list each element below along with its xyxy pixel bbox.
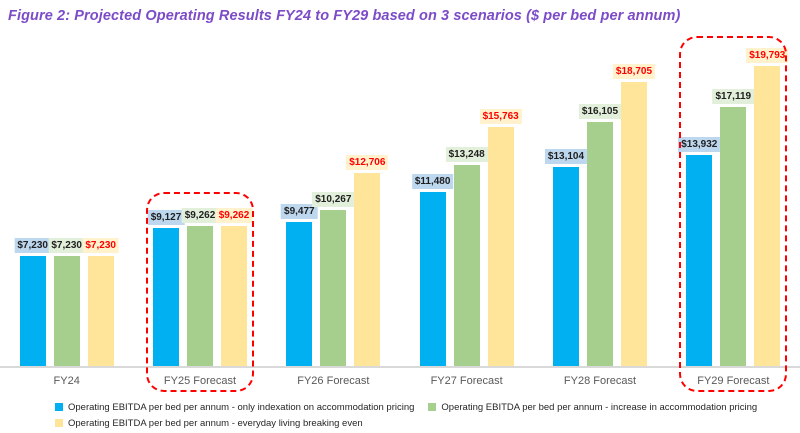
bar-only-indexation-fy28-forecast [552, 167, 579, 366]
bar-group-fy24: $7,230 $7,230 $7,230 [0, 36, 133, 366]
bar-value-label: $9,127 [147, 210, 185, 225]
legend-item-everyday-living-breaking-even: Operating EBITDA per bed per annum - eve… [55, 418, 363, 429]
bar-increase-accommodation-pricing-fy28-forecast [586, 122, 613, 366]
bar-everyday-living-breaking-even-fy29-forecast [754, 66, 781, 366]
x-axis-label-fy25-forecast: FY25 Forecast [163, 375, 237, 387]
legend-marker-icon [428, 403, 437, 411]
bar-wrap-increase-accommodation-pricing-fy29-forecast: $17,119 [712, 89, 755, 366]
bar-value-label: $7,230 [82, 238, 119, 253]
plot-area: $7,230 $7,230 $7,230 $9,127 $9,262 $9,262 $9,4… [0, 36, 800, 366]
bar-value-label: $16,105 [578, 104, 622, 119]
legend: Operating EBITDA per bed per annum - onl… [55, 399, 794, 431]
x-axis-label-fy29-forecast: FY29 Forecast [697, 375, 770, 387]
bar-wrap-only-indexation-fy25-forecast: $9,127 [147, 210, 185, 366]
bar-only-indexation-fy29-forecast [686, 155, 713, 366]
bar-everyday-living-breaking-even-fy25-forecast [220, 226, 247, 366]
legend-row: Operating EBITDA per bed per annum - onl… [55, 399, 794, 415]
bar-wrap-increase-accommodation-pricing-fy28-forecast: $16,105 [578, 104, 622, 366]
bar-increase-accommodation-pricing-fy24 [53, 256, 80, 366]
bar-wrap-increase-accommodation-pricing-fy27-forecast: $13,248 [445, 147, 488, 366]
bar-value-label: $7,230 [48, 238, 85, 253]
bar-increase-accommodation-pricing-fy26-forecast [320, 210, 347, 366]
bar-value-label: $17,119 [712, 89, 755, 104]
legend-marker-icon [55, 419, 63, 427]
bar-value-label: $9,262 [215, 208, 253, 223]
bar-value-label: $19,793 [746, 48, 789, 63]
legend-label: Operating EBITDA per bed per annum - inc… [441, 401, 758, 413]
figure-title: Figure 2: Projected Operating Results FY… [8, 8, 681, 24]
bar-increase-accommodation-pricing-fy29-forecast [720, 107, 747, 366]
bar-chart: $7,230 $7,230 $7,230 $9,127 $9,262 $9,262 $9,4… [0, 36, 800, 392]
bar-wrap-only-indexation-fy28-forecast: $13,104 [544, 149, 588, 366]
bar-wrap-increase-accommodation-pricing-fy24: $7,230 [48, 238, 85, 366]
legend-item-increase-accommodation-pricing: Operating EBITDA per bed per annum - inc… [428, 402, 757, 413]
bar-value-label: $13,932 [678, 137, 721, 152]
bar-only-indexation-fy24 [19, 256, 46, 366]
x-axis: FY24 FY25 Forecast FY26 Forecast FY27 Forec… [0, 366, 800, 392]
bar-value-label: $12,706 [346, 155, 389, 170]
x-axis-label-fy28-forecast: FY28 Forecast [563, 375, 637, 387]
bar-value-label: $11,480 [411, 174, 454, 189]
bar-value-label: $9,262 [181, 208, 219, 223]
bar-value-label: $13,104 [544, 149, 588, 164]
x-axis-label-fy24: FY24 [53, 375, 80, 387]
bar-everyday-living-breaking-even-fy26-forecast [354, 173, 381, 366]
legend-label: Operating EBITDA per bed per annum - eve… [68, 417, 363, 429]
bar-everyday-living-breaking-even-fy27-forecast [487, 127, 514, 366]
bar-wrap-increase-accommodation-pricing-fy26-forecast: $10,267 [312, 192, 355, 366]
bar-value-label: $15,763 [479, 109, 522, 124]
bar-wrap-only-indexation-fy29-forecast: $13,932 [678, 137, 721, 366]
bar-value-label: $13,248 [445, 147, 488, 162]
bar-group-fy26-forecast: $9,477 $10,267 $12,706 [267, 36, 400, 366]
bar-wrap-everyday-living-breaking-even-fy25-forecast: $9,262 [215, 208, 253, 366]
bar-group-fy29-forecast: $13,932 $17,119 $19,793 [667, 36, 800, 366]
legend-row: Operating EBITDA per bed per annum - eve… [55, 415, 794, 431]
bar-only-indexation-fy27-forecast [419, 192, 446, 366]
bar-value-label: $7,230 [14, 238, 51, 253]
legend-item-only-indexation: Operating EBITDA per bed per annum - onl… [55, 402, 414, 413]
bar-wrap-everyday-living-breaking-even-fy28-forecast: $18,705 [612, 64, 656, 366]
bar-only-indexation-fy26-forecast [286, 222, 313, 366]
bar-increase-accommodation-pricing-fy25-forecast [186, 226, 213, 366]
bar-group-fy25-forecast: $9,127 $9,262 $9,262 [133, 36, 266, 366]
x-axis-label-fy26-forecast: FY26 Forecast [297, 375, 370, 387]
bar-increase-accommodation-pricing-fy27-forecast [453, 165, 480, 366]
legend-label: Operating EBITDA per bed per annum - onl… [68, 401, 415, 413]
bar-wrap-only-indexation-fy27-forecast: $11,480 [411, 174, 454, 366]
bar-wrap-only-indexation-fy24: $7,230 [14, 238, 51, 366]
bar-value-label: $10,267 [312, 192, 355, 207]
bar-value-label: $9,477 [281, 204, 318, 219]
bar-wrap-only-indexation-fy26-forecast: $9,477 [281, 204, 318, 366]
bar-value-label: $18,705 [612, 64, 656, 79]
bar-group-fy28-forecast: $13,104 $16,105 $18,705 [533, 36, 666, 366]
bar-wrap-everyday-living-breaking-even-fy26-forecast: $12,706 [346, 155, 389, 366]
bar-only-indexation-fy25-forecast [152, 228, 179, 366]
bar-wrap-everyday-living-breaking-even-fy24: $7,230 [82, 238, 119, 366]
bar-everyday-living-breaking-even-fy28-forecast [620, 82, 647, 366]
bar-wrap-everyday-living-breaking-even-fy29-forecast: $19,793 [746, 48, 789, 366]
bar-group-fy27-forecast: $11,480 $13,248 $15,763 [400, 36, 533, 366]
bar-wrap-everyday-living-breaking-even-fy27-forecast: $15,763 [479, 109, 522, 366]
bar-wrap-increase-accommodation-pricing-fy25-forecast: $9,262 [181, 208, 219, 366]
x-axis-label-fy27-forecast: FY27 Forecast [430, 375, 503, 387]
legend-marker-icon [55, 403, 63, 411]
bar-everyday-living-breaking-even-fy24 [87, 256, 114, 366]
